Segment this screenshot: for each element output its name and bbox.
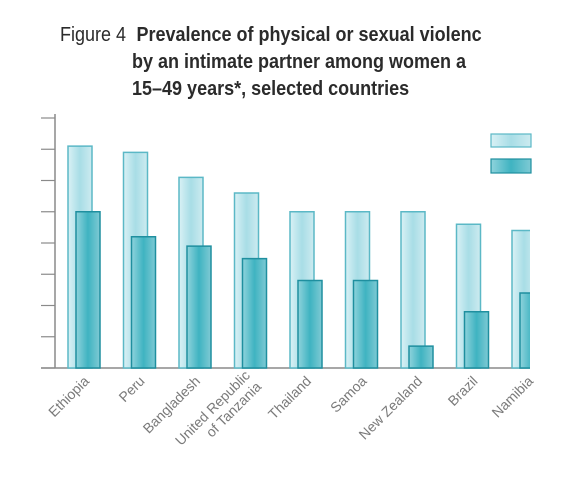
bar-series-2 [352, 279, 379, 369]
chart-bars [67, 145, 530, 369]
bar-series-2 [519, 292, 530, 369]
chart-legend [490, 133, 532, 174]
figure-title: Figure 4 Prevalence of physical or sexua… [60, 22, 522, 103]
bar-series-2 [408, 345, 434, 369]
figure-title-line-1: Prevalence of physical or sexual violenc [136, 24, 482, 46]
x-tick-label: Namibia [488, 373, 536, 421]
legend-swatch-series-1 [490, 133, 532, 148]
bar-series-2 [241, 257, 268, 369]
x-tick-label: Ethiopia [45, 373, 92, 420]
figure-title-line-3: 15–49 years*, selected countries [132, 78, 410, 100]
bar-series-2 [463, 311, 490, 369]
bar-series-1 [400, 211, 426, 369]
figure-number: Figure 4 [60, 24, 127, 46]
bar-series-2 [130, 236, 157, 369]
bar-series-2 [186, 245, 212, 369]
bar-series-2 [75, 211, 101, 369]
x-tick-label: Brazil [445, 373, 481, 409]
x-tick-label: Thailand [265, 373, 314, 422]
figure-title-line-2: by an intimate partner among women a [132, 51, 467, 73]
x-tick-label: Samoa [327, 373, 370, 416]
bar-series-2 [297, 279, 323, 369]
chart-axes [41, 114, 530, 369]
legend-swatch-series-2 [490, 158, 532, 174]
x-tick-label: Peru [115, 373, 147, 405]
